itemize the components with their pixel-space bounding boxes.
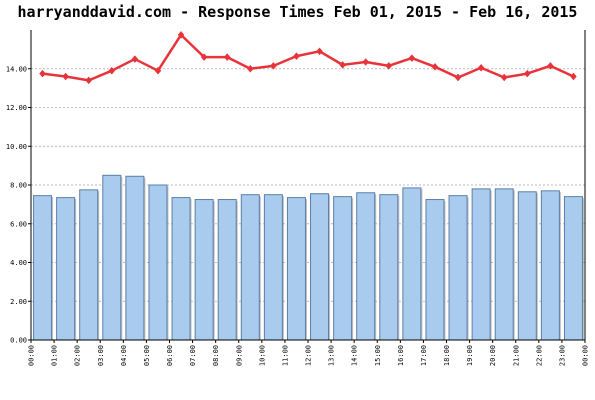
- bar: [217, 199, 237, 341]
- line-point: [223, 53, 231, 62]
- x-tick-label: 18:00: [443, 345, 451, 366]
- bar: [125, 175, 145, 341]
- bar: [494, 188, 514, 341]
- x-tick-label: 01:00: [51, 345, 59, 366]
- x-tick-label: 13:00: [328, 345, 336, 366]
- x-tick-label: 07:00: [189, 345, 197, 366]
- y-tick-label: 12.00: [6, 104, 27, 112]
- x-tick-label: 00:00: [582, 345, 590, 366]
- line-point: [408, 54, 416, 62]
- x-tick-label: 19:00: [466, 345, 474, 366]
- bar: [79, 189, 99, 341]
- bar: [471, 188, 491, 341]
- bar-layer: [33, 174, 584, 341]
- line-layer: [39, 30, 577, 85]
- bar: [540, 190, 560, 341]
- grid-layer: [31, 68, 585, 302]
- x-tick-label: 09:00: [235, 345, 243, 366]
- y-tick-labels: 0.00 2.00 4.00 6.00 8.00 10.00 12.00 14.00: [6, 65, 27, 344]
- x-tick-label: 08:00: [212, 345, 220, 366]
- series-line: [42, 33, 574, 82]
- line-point: [316, 47, 323, 56]
- bar: [333, 196, 353, 341]
- y-tick-label: 4.00: [10, 259, 27, 267]
- bar: [379, 194, 399, 341]
- bar: [240, 194, 260, 341]
- x-tick-label: 15:00: [374, 345, 382, 366]
- bar: [448, 195, 468, 341]
- line-point: [293, 52, 300, 61]
- x-tick-label: 23:00: [558, 345, 566, 366]
- bar: [286, 197, 306, 341]
- line-point: [454, 73, 462, 82]
- x-tick-label: 00:00: [28, 345, 36, 366]
- x-tick-label: 16:00: [397, 345, 405, 366]
- y-tick-label: 6.00: [10, 220, 27, 228]
- x-tick-label: 04:00: [120, 345, 128, 366]
- bar: [148, 184, 168, 341]
- line-point: [200, 53, 208, 62]
- bar: [56, 197, 76, 341]
- line-point: [477, 63, 485, 72]
- x-tick-label: 12:00: [305, 345, 313, 366]
- axis-layer: [28, 30, 586, 343]
- bar: [102, 174, 122, 341]
- bar: [310, 193, 330, 341]
- x-tick-label: 06:00: [166, 345, 174, 366]
- y-tick-label: 10.00: [6, 143, 27, 151]
- line-point: [85, 76, 93, 85]
- x-tick-label: 11:00: [281, 345, 289, 366]
- line-point: [523, 69, 531, 78]
- line-point: [362, 58, 370, 66]
- line-point: [431, 62, 439, 71]
- bar: [33, 195, 53, 341]
- line-point: [385, 61, 393, 70]
- y-tick-label: 14.00: [6, 65, 27, 73]
- line-point: [547, 61, 554, 70]
- x-tick-label: 22:00: [535, 345, 543, 366]
- line-point: [154, 66, 162, 75]
- bar: [194, 199, 214, 341]
- chart-title: harryanddavid.com - Response Times Feb 0…: [17, 3, 578, 21]
- bar: [517, 191, 537, 341]
- bar: [356, 192, 376, 341]
- x-tick-label: 14:00: [351, 345, 359, 366]
- line-point: [108, 66, 116, 75]
- bar: [425, 199, 445, 341]
- line-point: [39, 69, 46, 78]
- bar: [402, 187, 422, 341]
- bar: [171, 197, 191, 341]
- bar: [563, 196, 583, 341]
- x-tick-label: 17:00: [420, 345, 428, 366]
- x-tick-label: 20:00: [489, 345, 497, 366]
- line-point: [500, 73, 508, 82]
- line-point: [62, 72, 69, 81]
- x-tick-label: 03:00: [97, 345, 105, 366]
- y-tick-label: 8.00: [10, 182, 27, 190]
- x-tick-label: 02:00: [74, 345, 82, 366]
- x-tick-label: 21:00: [512, 345, 520, 366]
- y-tick-label: 0.00: [10, 337, 27, 345]
- line-point: [270, 61, 277, 70]
- x-tick-label: 05:00: [143, 345, 151, 366]
- line-point: [177, 30, 185, 39]
- x-tick-label: 10:00: [258, 345, 266, 366]
- line-point: [339, 60, 346, 69]
- line-point: [131, 55, 139, 63]
- line-point: [246, 64, 254, 73]
- x-tick-labels: 00:00 01:00 02:00 03:00 04:00 05:00 06:00 07:00…: [28, 345, 590, 366]
- y-tick-label: 2.00: [10, 298, 27, 306]
- line-point: [570, 72, 577, 81]
- bar: [263, 194, 283, 341]
